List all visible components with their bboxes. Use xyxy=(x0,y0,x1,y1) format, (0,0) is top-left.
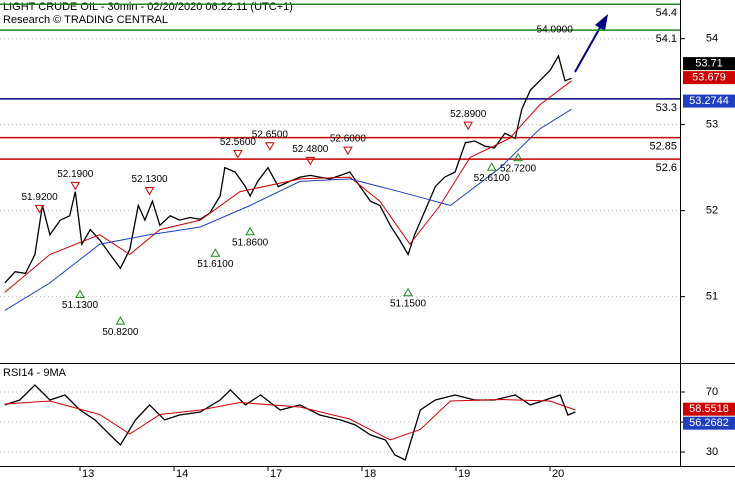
rsi-title: RSI14 - 9MA xyxy=(3,367,67,379)
last-value-box xyxy=(683,94,735,108)
swing-marker xyxy=(403,287,413,297)
arrow-head xyxy=(595,14,608,31)
swing-label: 50.8200 xyxy=(102,327,139,338)
swing-label: 52.1900 xyxy=(57,169,94,180)
last-value-label: 53.71 xyxy=(695,58,723,70)
swing-label: 51.1300 xyxy=(62,300,99,311)
x-tick-label: 20 xyxy=(552,468,564,480)
chart-subtitle: Research © TRADING CENTRAL xyxy=(3,14,168,26)
y-tick-label: 51 xyxy=(706,291,718,303)
last-value-label: 53.679 xyxy=(692,72,726,84)
y-tick-label: 30 xyxy=(706,446,718,458)
swing-marker xyxy=(115,316,126,325)
last-value-box xyxy=(683,416,735,430)
level-label: 54.1 xyxy=(656,33,677,45)
x-tick-label: 14 xyxy=(176,468,188,480)
swing-label: 52.6000 xyxy=(330,134,367,145)
y-tick-label: 53 xyxy=(706,119,718,131)
swing-label: 51.6100 xyxy=(197,259,234,270)
last-value-box xyxy=(683,57,735,71)
swing-marker xyxy=(343,146,353,156)
swing-label: 51.1500 xyxy=(390,298,427,309)
swing-label: 52.1300 xyxy=(131,174,168,185)
x-tick-label: 17 xyxy=(270,468,282,480)
swing-marker xyxy=(233,150,243,159)
series-line xyxy=(4,54,572,284)
level-label: 52.6 xyxy=(656,162,677,174)
swing-marker xyxy=(210,248,221,257)
chart-title: LIGHT CRUDE OIL - 30min - 02/20/2020 06:… xyxy=(3,1,293,13)
y-tick-label: 70 xyxy=(706,386,718,398)
high-label: 54.0900 xyxy=(537,25,574,36)
last-value-label: 58.5518 xyxy=(689,403,729,415)
swing-label: 51.8600 xyxy=(232,237,269,248)
x-tick-label: 19 xyxy=(458,468,470,480)
x-tick-label: 18 xyxy=(364,468,376,480)
projection-arrow xyxy=(574,23,603,73)
swing-label: 52.7200 xyxy=(500,163,537,174)
swing-label: 52.6500 xyxy=(252,129,289,140)
y-tick-label: 52 xyxy=(706,205,718,217)
swing-marker xyxy=(265,142,275,151)
y-tick-label: 54 xyxy=(706,33,718,45)
last-value-box xyxy=(683,71,735,85)
swing-label: 51.9200 xyxy=(21,192,58,203)
level-label: 52.85 xyxy=(649,140,677,152)
swing-label: 52.8900 xyxy=(450,109,487,120)
swing-label: 52.5600 xyxy=(220,137,257,148)
swing-marker xyxy=(144,186,155,196)
last-value-label: 56.2682 xyxy=(689,417,729,429)
swing-marker xyxy=(513,152,523,162)
swing-marker xyxy=(305,156,316,166)
series-line xyxy=(4,398,576,441)
x-tick-label: 13 xyxy=(82,468,94,480)
series-line xyxy=(4,108,572,311)
swing-marker xyxy=(70,181,81,191)
level-label: 54.4 xyxy=(656,7,677,19)
swing-marker xyxy=(34,205,45,214)
swing-marker xyxy=(463,121,474,131)
swing-label: 52.6100 xyxy=(474,173,511,184)
swing-marker xyxy=(486,162,497,171)
last-value-label: 53.2744 xyxy=(689,95,729,107)
swing-marker xyxy=(75,289,85,298)
swing-marker xyxy=(245,226,255,236)
level-label: 53.3 xyxy=(656,102,677,114)
last-value-box xyxy=(683,402,735,416)
swing-label: 52.4800 xyxy=(292,144,329,155)
series-line xyxy=(4,80,572,293)
